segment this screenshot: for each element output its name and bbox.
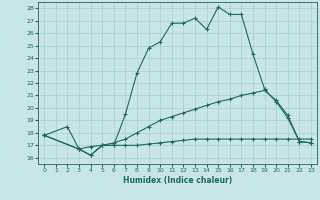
X-axis label: Humidex (Indice chaleur): Humidex (Indice chaleur) bbox=[123, 176, 232, 185]
